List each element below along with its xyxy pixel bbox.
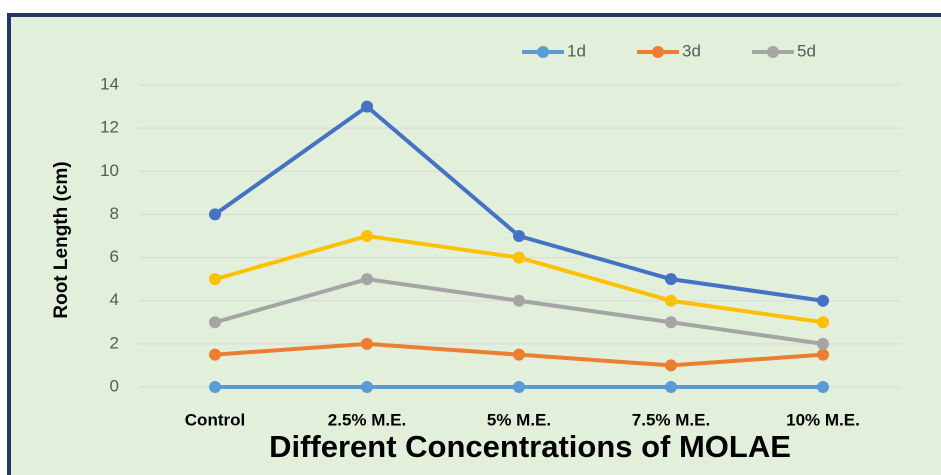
data-point — [665, 359, 677, 372]
data-point — [665, 273, 677, 286]
x-axis-title: Different Concentrations of MOLAE — [269, 429, 791, 464]
data-point — [361, 230, 373, 242]
data-point — [665, 294, 677, 307]
legend-label: 3d — [682, 41, 701, 60]
data-point — [665, 316, 677, 329]
data-point — [209, 208, 221, 221]
y-tick-label: 12 — [100, 118, 119, 137]
legend-marker — [652, 46, 664, 58]
data-point — [817, 316, 829, 329]
data-point — [817, 348, 829, 361]
data-point — [209, 316, 221, 329]
data-point — [513, 294, 525, 307]
data-point — [361, 337, 373, 350]
legend-marker — [767, 46, 779, 58]
data-point — [209, 381, 221, 393]
data-point — [817, 294, 829, 307]
y-tick-label: 0 — [110, 376, 119, 395]
data-point — [361, 381, 373, 393]
x-tick-label: 2.5% M.E. — [328, 410, 406, 429]
legend-label: 1d — [567, 41, 586, 60]
data-point — [817, 381, 829, 393]
y-tick-label: 6 — [110, 247, 119, 266]
legend-label: 5d — [797, 41, 816, 60]
x-tick-label: Control — [185, 410, 245, 429]
y-tick-label: 14 — [100, 74, 119, 93]
legend-marker — [537, 46, 549, 58]
data-point — [209, 348, 221, 361]
x-tick-label: 10% M.E. — [786, 410, 860, 429]
data-point — [513, 348, 525, 361]
x-tick-label: 7.5% M.E. — [632, 410, 710, 429]
y-tick-label: 10 — [100, 161, 119, 180]
data-point — [361, 273, 373, 286]
data-point — [817, 337, 829, 350]
y-tick-label: 4 — [110, 290, 119, 309]
y-tick-label: 8 — [110, 204, 119, 223]
data-point — [361, 100, 373, 113]
y-axis-title: Root Length (cm) — [51, 161, 72, 318]
data-point — [665, 381, 677, 393]
y-tick-label: 2 — [110, 333, 119, 352]
data-point — [513, 381, 525, 393]
data-point — [209, 273, 221, 286]
data-point — [513, 251, 525, 264]
data-point — [513, 230, 525, 242]
chart-frame — [7, 13, 941, 475]
x-tick-label: 5% M.E. — [487, 410, 551, 429]
